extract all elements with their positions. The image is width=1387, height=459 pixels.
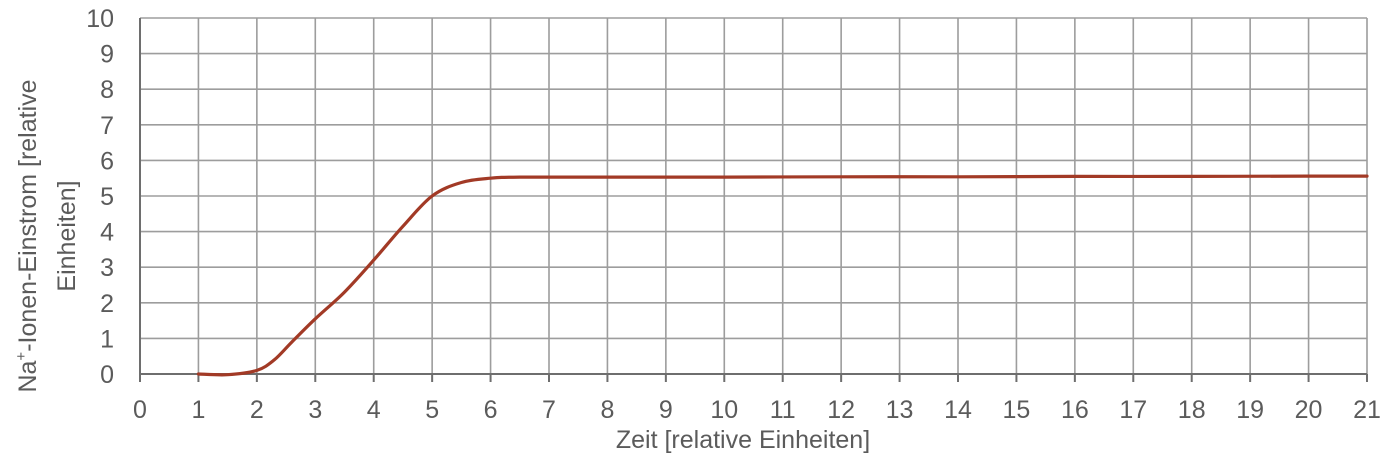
- y-tick-labels: 0 1 2 3 4 5 6 7 8 9 10: [86, 5, 114, 389]
- x-tick-label-11: 11: [770, 396, 796, 424]
- y-tick-label-8: 8: [100, 76, 114, 104]
- x-tick-label-6: 6: [484, 396, 498, 424]
- y-tick-label-6: 6: [100, 147, 114, 175]
- x-tick-label-7: 7: [542, 396, 556, 424]
- x-tick-label-15: 15: [1003, 396, 1031, 424]
- x-tick-label-18: 18: [1178, 396, 1206, 424]
- x-tick-label-0: 0: [133, 396, 147, 424]
- y-axis-title-base: Na: [14, 360, 42, 392]
- y-axis-title: Na+-Ionen-Einstrom [relative Einheiten]: [13, 79, 81, 392]
- x-tick-label-8: 8: [600, 396, 614, 424]
- y-tick-label-3: 3: [100, 254, 114, 282]
- x-tick-label-21: 21: [1353, 396, 1381, 424]
- x-tick-label-14: 14: [944, 396, 972, 424]
- y-tick-label-9: 9: [100, 41, 114, 69]
- series-line-0: [196, 174, 1369, 377]
- y-tick-label-5: 5: [100, 183, 114, 211]
- y-axis-title-line-2: Einheiten]: [53, 180, 81, 291]
- x-tick-label-16: 16: [1061, 396, 1089, 424]
- y-tick-label-4: 4: [100, 219, 114, 247]
- y-axis-title-superscript: +: [13, 352, 30, 361]
- y-tick-label-0: 0: [100, 361, 114, 389]
- y-tick-label-2: 2: [100, 290, 114, 318]
- y-tick-label-7: 7: [100, 112, 114, 140]
- x-tick-label-19: 19: [1236, 396, 1264, 424]
- y-axis-title-line-1: Na+-Ionen-Einstrom [relative: [13, 79, 42, 392]
- x-tick-label-17: 17: [1119, 396, 1147, 424]
- x-axis-title: Zeit [relative Einheiten]: [616, 426, 870, 454]
- horizontal-gridlines: [140, 17, 1367, 375]
- x-tick-label-3: 3: [308, 396, 322, 424]
- y-tick-label-1: 1: [100, 325, 114, 353]
- y-axis-title-rest: -Ionen-Einstrom [relative: [14, 79, 42, 351]
- x-tick-label-4: 4: [367, 396, 381, 424]
- series-layer: [196, 174, 1369, 377]
- x-tick-label-10: 10: [710, 396, 738, 424]
- y-tick-label-10: 10: [86, 5, 114, 33]
- x-tick-labels: 0 1 2 3 4 5 6 7 8 9 10 11 12 13 14 15 16 17 18 19 20 21: [133, 374, 1381, 424]
- x-tick-label-13: 13: [886, 396, 914, 424]
- x-tick-label-9: 9: [659, 396, 673, 424]
- x-tick-label-5: 5: [425, 396, 439, 424]
- x-tick-label-20: 20: [1295, 396, 1323, 424]
- x-tick-label-12: 12: [827, 396, 855, 424]
- x-tick-label-1: 1: [191, 396, 205, 424]
- x-tick-label-2: 2: [250, 396, 264, 424]
